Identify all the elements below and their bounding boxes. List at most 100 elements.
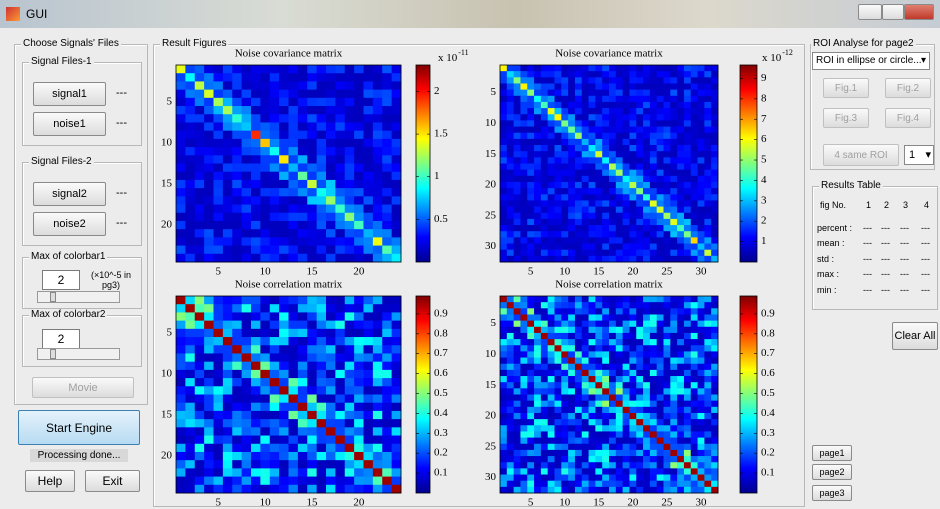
heatmap-cell	[354, 155, 364, 164]
heatmap-cell	[629, 71, 636, 78]
heatmap-cell	[602, 77, 609, 84]
heatmap-cell	[691, 194, 698, 201]
heatmap-cell	[561, 231, 568, 238]
heatmap-cell	[326, 73, 336, 82]
heatmap-cell	[326, 180, 336, 189]
heatmap-cell	[575, 250, 582, 257]
heatmap-cell	[500, 231, 507, 238]
heatmap-cell	[527, 164, 534, 171]
heatmap-cell	[242, 114, 252, 123]
heatmap-cell	[589, 65, 596, 72]
heatmap-cell	[214, 337, 224, 346]
heatmap-cell	[643, 425, 650, 432]
heatmap-cell	[373, 131, 383, 140]
heatmap-cell	[364, 164, 374, 173]
heatmap-cell	[568, 182, 575, 189]
heatmap-cell	[691, 487, 698, 494]
heatmap-cell	[279, 436, 289, 445]
heatmap-cell	[354, 345, 364, 354]
x-tick-label: 20	[627, 266, 639, 278]
heatmap-cell	[636, 219, 643, 226]
heatmap-cell	[568, 444, 575, 451]
heatmap-cell	[711, 139, 718, 146]
heatmap-cell	[582, 127, 589, 134]
heatmap-cell	[602, 65, 609, 72]
heatmap-cell	[595, 108, 602, 115]
heatmap-cell	[260, 196, 270, 205]
heatmap-cell	[623, 444, 630, 451]
heatmap-cell	[364, 155, 374, 164]
heatmap-cell	[582, 407, 589, 414]
heatmap-cell	[185, 485, 195, 494]
heatmap-cell	[555, 475, 562, 482]
heatmap-cell	[711, 401, 718, 408]
heatmap-cell	[623, 170, 630, 177]
heatmap-cell	[251, 403, 261, 412]
heatmap-cell	[289, 362, 299, 371]
heatmap-cell	[335, 460, 345, 469]
heatmap-cell	[354, 65, 364, 74]
heatmap-cell	[541, 382, 548, 389]
heatmap-cell	[643, 237, 650, 244]
heatmap-cell	[500, 108, 507, 115]
heatmap-cell	[326, 304, 336, 313]
heatmap-cell	[527, 450, 534, 457]
heatmap-cell	[176, 386, 186, 395]
colorbar-tick-label: 0.1	[761, 467, 775, 479]
heatmap-cell	[214, 485, 224, 494]
heatmap-cell	[382, 246, 392, 255]
heatmap-cell	[534, 364, 541, 371]
heatmap-cell	[589, 339, 596, 346]
heatmap-cell	[616, 444, 623, 451]
heatmap-cell	[317, 386, 327, 395]
heatmap-cell	[602, 345, 609, 352]
heatmap-cell	[514, 120, 521, 127]
heatmap-cell	[677, 351, 684, 358]
heatmap-cell	[534, 120, 541, 127]
heatmap-cell	[354, 196, 364, 205]
heatmap-cell	[643, 250, 650, 257]
colorbar-tick-label: 0.5	[434, 387, 448, 399]
heatmap-cell	[307, 221, 317, 230]
heatmap-cell	[670, 71, 677, 78]
heatmap-cell	[500, 65, 507, 72]
heatmap-cell	[623, 395, 630, 402]
heatmap-cell	[520, 382, 527, 389]
heatmap-cell	[298, 98, 308, 107]
heatmap-cell	[204, 139, 214, 148]
heatmap-cell	[345, 147, 355, 156]
heatmap-cell	[609, 321, 616, 328]
heatmap-cell	[595, 401, 602, 408]
heatmap-cell	[500, 200, 507, 207]
heatmap-cell	[704, 164, 711, 171]
heatmap-cell	[364, 296, 374, 305]
heatmap-cell	[609, 468, 616, 475]
heatmap-cell	[204, 180, 214, 189]
heatmap-cell	[643, 182, 650, 189]
heatmap-cell	[664, 339, 671, 346]
heatmap-cell	[555, 456, 562, 463]
heatmap-cell	[589, 225, 596, 232]
heatmap-cell	[364, 73, 374, 82]
heatmap-cell	[691, 207, 698, 214]
heatmap-cell	[382, 90, 392, 99]
heatmap-cell	[650, 102, 657, 109]
heatmap-cell	[289, 411, 299, 420]
heatmap-cell	[534, 244, 541, 251]
heatmap-cell	[534, 456, 541, 463]
heatmap-cell	[589, 376, 596, 383]
heatmap-cell	[520, 444, 527, 451]
heatmap-cell	[382, 444, 392, 453]
heatmap-cell	[335, 353, 345, 362]
heatmap-cell	[575, 83, 582, 90]
y-tick-label: 10	[161, 368, 173, 380]
heatmap-cell	[223, 460, 233, 469]
heatmap-cell	[242, 337, 252, 346]
heatmap-cell	[684, 395, 691, 402]
heatmap-cell	[382, 122, 392, 131]
heatmap-cell	[214, 452, 224, 461]
heatmap-cell	[609, 71, 616, 78]
heatmap-cell	[595, 188, 602, 195]
heatmap-cell	[364, 370, 374, 379]
heatmap-cell	[664, 456, 671, 463]
